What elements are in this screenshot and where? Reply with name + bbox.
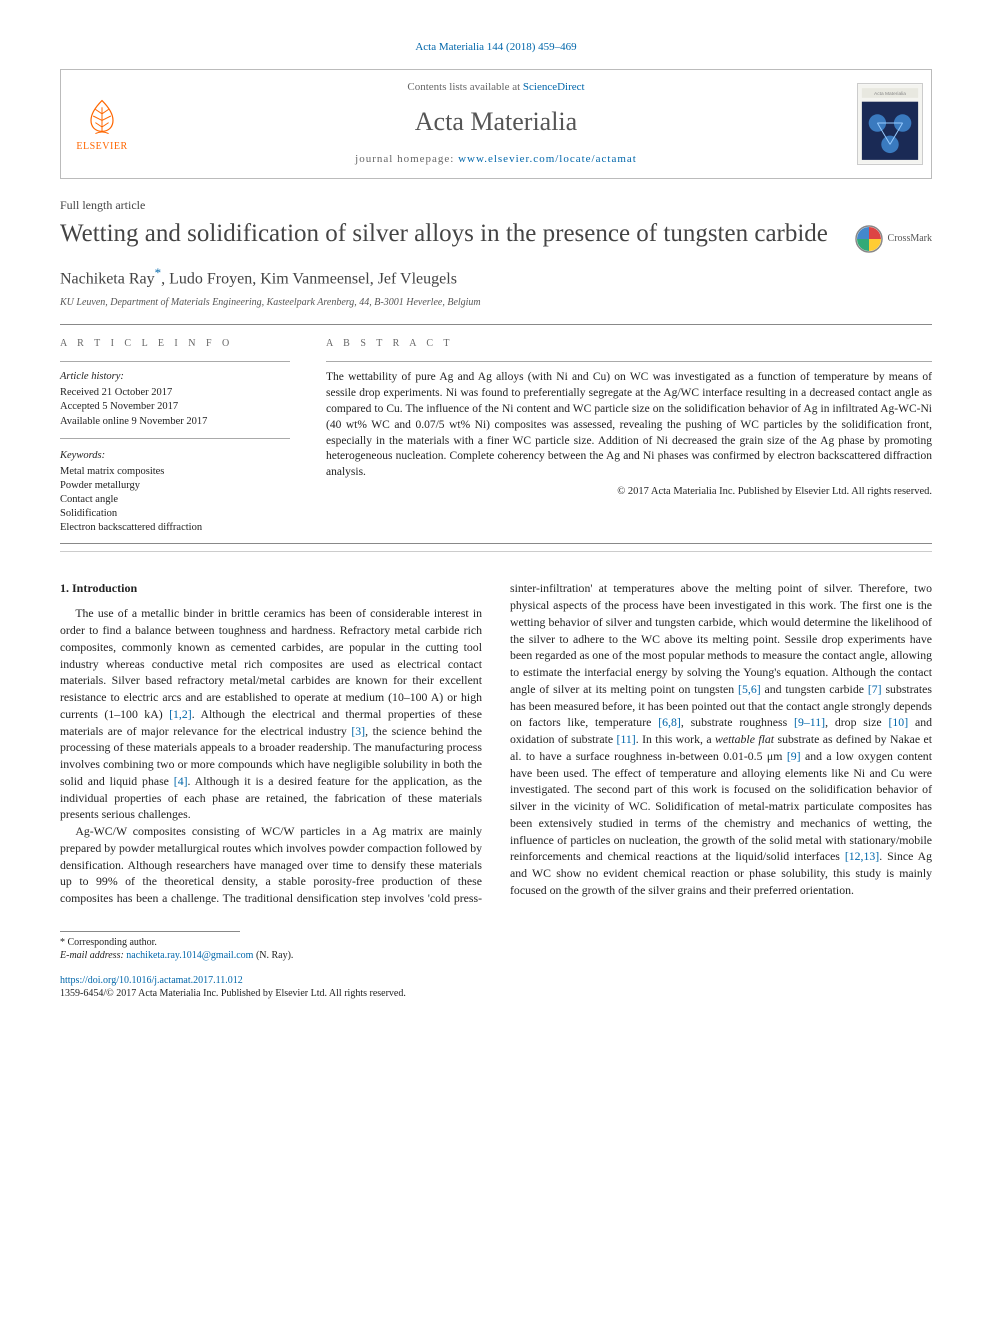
affiliation: KU Leuven, Department of Materials Engin…: [60, 296, 932, 310]
svg-text:Acta Materialia: Acta Materialia: [874, 91, 906, 97]
publisher-logo: ELSEVIER: [61, 70, 143, 177]
history-received: Received 21 October 2017: [60, 386, 290, 401]
keyword-item: Solidification: [60, 507, 290, 521]
article-title: Wetting and solidification of silver all…: [60, 218, 840, 249]
footnote-rule: [60, 931, 240, 932]
email-label: E-mail address:: [60, 950, 126, 961]
homepage-link[interactable]: www.elsevier.com/locate/actamat: [458, 153, 637, 165]
authors: Nachiketa Ray*, Ludo Froyen, Kim Vanmeen…: [60, 264, 932, 291]
author-1: Nachiketa Ray: [60, 271, 155, 288]
corr-author-footnote: * Corresponding author.: [60, 936, 932, 949]
corr-email-link[interactable]: nachiketa.ray.1014@gmail.com: [126, 950, 253, 961]
history-accepted: Accepted 5 November 2017: [60, 400, 290, 415]
history-label: Article history:: [60, 370, 290, 385]
body-text: 1. Introduction The use of a metallic bi…: [60, 580, 932, 907]
keyword-item: Electron backscattered diffraction: [60, 521, 290, 535]
doi-block: https://doi.org/10.1016/j.actamat.2017.1…: [60, 974, 932, 1000]
rule-top: [60, 324, 932, 325]
article-info-heading: A R T I C L E I N F O: [60, 337, 290, 351]
citation-line: Acta Materialia 144 (2018) 459–469: [60, 40, 932, 55]
history-online: Available online 9 November 2017: [60, 415, 290, 430]
journal-name: Acta Materialia: [143, 104, 849, 140]
header-center: Contents lists available at ScienceDirec…: [143, 70, 849, 177]
sciencedirect-link[interactable]: ScienceDirect: [523, 81, 585, 93]
article-info-column: A R T I C L E I N F O Article history: R…: [60, 337, 290, 535]
abstract-heading: A B S T R A C T: [326, 337, 932, 351]
homepage-prefix: journal homepage:: [355, 153, 458, 165]
rule-thin: [60, 551, 932, 552]
body-paragraph-1: The use of a metallic binder in brittle …: [60, 605, 482, 823]
abstract-text: The wettability of pure Ag and Ag alloys…: [326, 370, 932, 481]
keywords-list: Metal matrix composites Powder metallurg…: [60, 465, 290, 536]
keyword-item: Contact angle: [60, 493, 290, 507]
keyword-item: Powder metallurgy: [60, 479, 290, 493]
abstract-copyright: © 2017 Acta Materialia Inc. Published by…: [326, 485, 932, 500]
authors-rest: , Ludo Froyen, Kim Vanmeensel, Jef Vleug…: [161, 271, 457, 288]
keyword-item: Metal matrix composites: [60, 465, 290, 479]
footnote-block: * Corresponding author. E-mail address: …: [60, 936, 932, 962]
crossmark-label: CrossMark: [888, 232, 932, 246]
keywords-label: Keywords:: [60, 449, 290, 464]
journal-cover-thumb: Acta Materialia: [849, 70, 931, 177]
article-type: Full length article: [60, 197, 932, 214]
elsevier-tree-icon: [80, 94, 124, 138]
crossmark-badge[interactable]: CrossMark: [854, 224, 932, 254]
doi-link[interactable]: https://doi.org/10.1016/j.actamat.2017.1…: [60, 975, 243, 986]
crossmark-icon: [854, 224, 884, 254]
issn-copyright: 1359-6454/© 2017 Acta Materialia Inc. Pu…: [60, 987, 932, 1000]
section-heading-1: 1. Introduction: [60, 580, 482, 597]
publisher-name: ELSEVIER: [76, 140, 127, 154]
journal-header: ELSEVIER Contents lists available at Sci…: [60, 69, 932, 178]
abstract-column: A B S T R A C T The wettability of pure …: [326, 337, 932, 535]
contents-prefix: Contents lists available at: [407, 81, 522, 93]
rule-info-bottom: [60, 543, 932, 544]
email-who: (N. Ray).: [253, 950, 293, 961]
